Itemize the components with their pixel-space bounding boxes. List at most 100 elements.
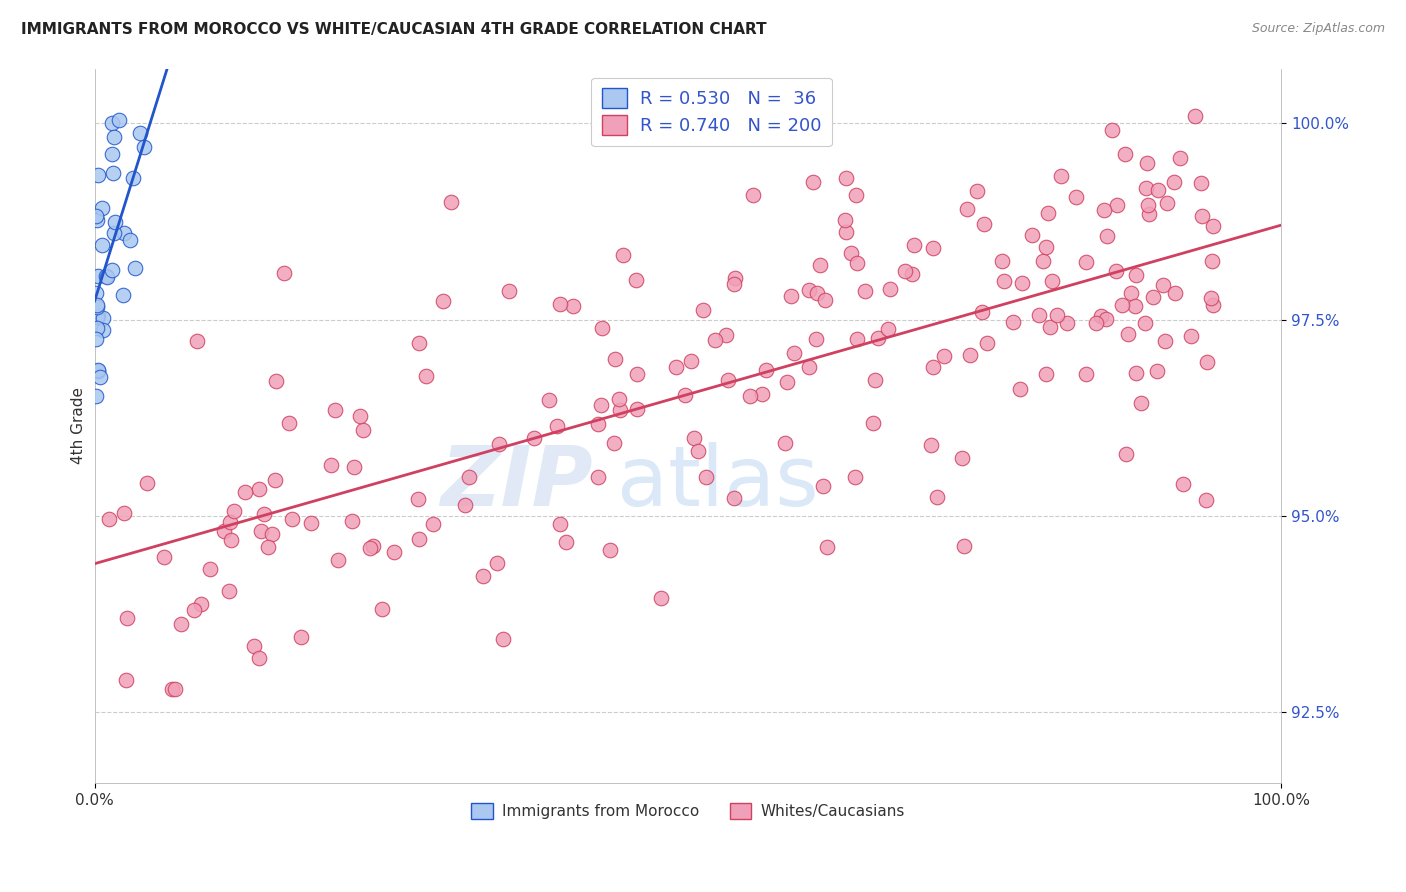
- Point: [815, 540, 838, 554]
- Point: [440, 195, 463, 210]
- Point: [342, 514, 364, 528]
- Point: [1171, 477, 1194, 491]
- Point: [703, 334, 725, 348]
- Point: [716, 328, 738, 343]
- Point: [755, 363, 778, 377]
- Point: [1125, 268, 1147, 282]
- Point: [806, 285, 828, 300]
- Point: [609, 403, 631, 417]
- Point: [87, 268, 110, 283]
- Point: [688, 444, 710, 458]
- Point: [103, 226, 125, 240]
- Point: [1129, 396, 1152, 410]
- Point: [86, 298, 108, 312]
- Point: [751, 387, 773, 401]
- Point: [101, 116, 124, 130]
- Point: [922, 241, 945, 255]
- Text: Source: ZipAtlas.com: Source: ZipAtlas.com: [1251, 22, 1385, 36]
- Point: [1040, 274, 1063, 288]
- Y-axis label: 4th Grade: 4th Grade: [72, 387, 86, 464]
- Point: [343, 459, 366, 474]
- Point: [862, 416, 884, 430]
- Point: [835, 170, 858, 185]
- Point: [96, 270, 118, 285]
- Point: [472, 568, 495, 582]
- Point: [932, 349, 955, 363]
- Point: [586, 469, 609, 483]
- Point: [814, 293, 837, 307]
- Point: [1163, 175, 1185, 189]
- Point: [1090, 309, 1112, 323]
- Point: [607, 392, 630, 406]
- Point: [716, 373, 738, 387]
- Point: [152, 549, 174, 564]
- Point: [103, 166, 125, 180]
- Point: [1154, 334, 1177, 349]
- Point: [993, 274, 1015, 288]
- Point: [281, 512, 304, 526]
- Point: [876, 321, 898, 335]
- Legend: Immigrants from Morocco, Whites/Caucasians: Immigrants from Morocco, Whites/Caucasia…: [465, 797, 911, 825]
- Point: [363, 539, 385, 553]
- Point: [586, 417, 609, 431]
- Point: [868, 331, 890, 345]
- Point: [1189, 177, 1212, 191]
- Point: [1002, 315, 1025, 329]
- Point: [408, 335, 430, 350]
- Point: [91, 310, 114, 325]
- Point: [1032, 254, 1054, 268]
- Point: [129, 126, 152, 140]
- Point: [328, 552, 350, 566]
- Point: [186, 334, 208, 348]
- Point: [956, 202, 979, 217]
- Point: [679, 353, 702, 368]
- Point: [894, 264, 917, 278]
- Point: [650, 591, 672, 606]
- Text: ZIP: ZIP: [440, 442, 593, 524]
- Point: [371, 602, 394, 616]
- Point: [1201, 297, 1223, 311]
- Point: [86, 168, 108, 182]
- Point: [920, 438, 942, 452]
- Point: [264, 473, 287, 487]
- Point: [122, 171, 145, 186]
- Text: IMMIGRANTS FROM MOROCCO VS WHITE/CAUCASIAN 4TH GRADE CORRELATION CHART: IMMIGRANTS FROM MOROCCO VS WHITE/CAUCASI…: [21, 22, 766, 37]
- Point: [1142, 289, 1164, 303]
- Point: [262, 526, 284, 541]
- Point: [86, 212, 108, 227]
- Point: [100, 147, 122, 161]
- Point: [200, 562, 222, 576]
- Point: [87, 309, 110, 323]
- Point: [537, 392, 560, 407]
- Point: [811, 479, 834, 493]
- Point: [91, 323, 114, 337]
- Point: [1156, 195, 1178, 210]
- Point: [253, 507, 276, 521]
- Point: [1008, 382, 1031, 396]
- Point: [408, 532, 430, 546]
- Point: [1119, 286, 1142, 301]
- Point: [1095, 229, 1118, 244]
- Point: [114, 673, 136, 688]
- Point: [432, 293, 454, 308]
- Point: [970, 305, 993, 319]
- Point: [626, 367, 648, 381]
- Point: [218, 584, 240, 599]
- Point: [1101, 123, 1123, 137]
- Text: atlas: atlas: [617, 442, 818, 524]
- Point: [84, 286, 107, 301]
- Point: [104, 215, 127, 229]
- Point: [976, 336, 998, 351]
- Point: [903, 238, 925, 252]
- Point: [695, 470, 717, 484]
- Point: [1039, 320, 1062, 334]
- Point: [458, 470, 481, 484]
- Point: [1152, 277, 1174, 292]
- Point: [1095, 312, 1118, 326]
- Point: [1191, 209, 1213, 223]
- Point: [1168, 151, 1191, 165]
- Point: [776, 375, 799, 389]
- Point: [1107, 197, 1129, 211]
- Point: [183, 603, 205, 617]
- Point: [783, 346, 806, 360]
